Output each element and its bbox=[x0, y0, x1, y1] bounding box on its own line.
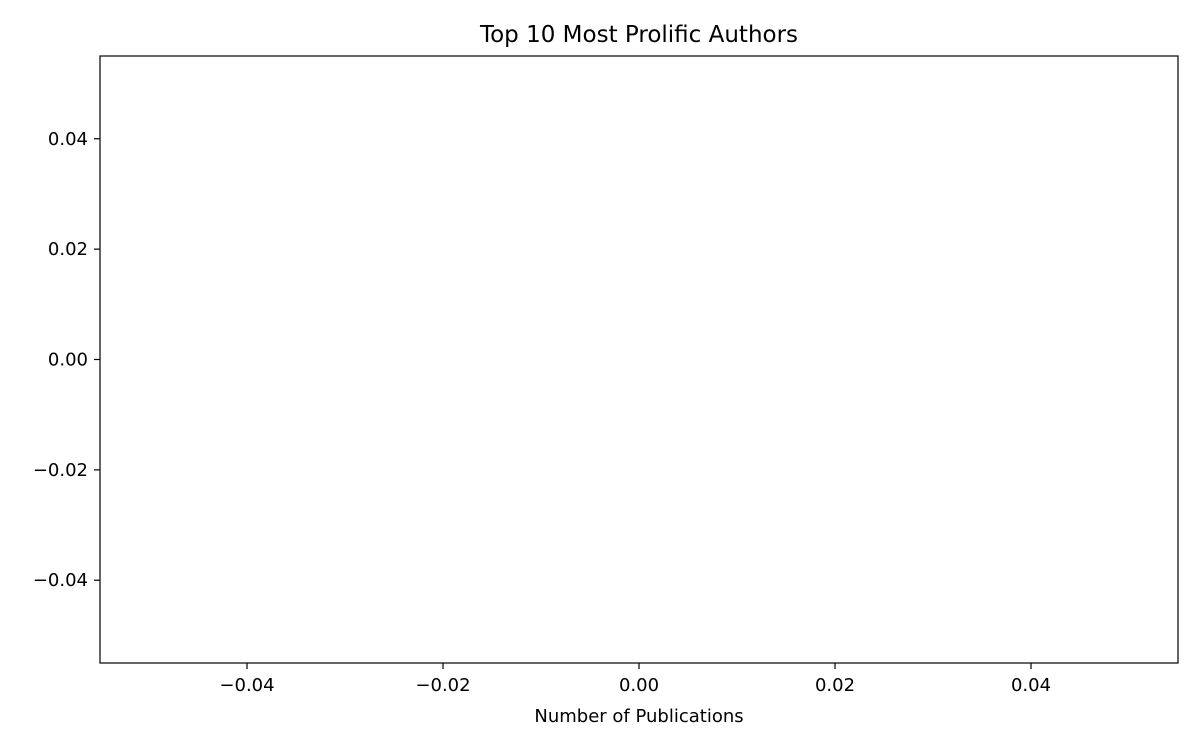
x-axis-ticks: −0.04 −0.02 0.00 0.02 0.04 bbox=[219, 663, 1051, 696]
plot-area bbox=[99, 55, 1179, 664]
y-tick-label: 0.04 bbox=[48, 129, 88, 150]
x-tick-label: 0.00 bbox=[619, 675, 659, 696]
y-tick-label: 0.00 bbox=[48, 350, 88, 371]
x-tick-label: −0.02 bbox=[415, 675, 470, 696]
chart-title: Top 10 Most Prolific Authors bbox=[479, 22, 798, 48]
x-tick-label: 0.02 bbox=[815, 675, 855, 696]
x-axis-label: Number of Publications bbox=[534, 706, 743, 727]
y-tick-label: 0.02 bbox=[48, 239, 88, 260]
y-axis-ticks: 0.04 0.02 0.00 −0.02 −0.04 bbox=[33, 129, 100, 591]
x-tick-label: 0.04 bbox=[1011, 675, 1051, 696]
y-tick-label: −0.04 bbox=[33, 570, 88, 591]
y-tick-label: −0.02 bbox=[33, 460, 88, 481]
x-tick-label: −0.04 bbox=[219, 675, 274, 696]
